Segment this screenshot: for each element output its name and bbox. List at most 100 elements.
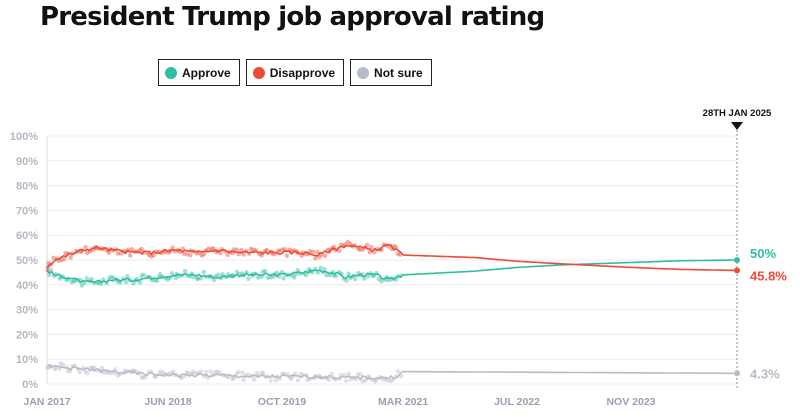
data-point-not-sure bbox=[217, 370, 222, 375]
data-point-not-sure bbox=[259, 370, 264, 375]
legend-swatch-not-sure bbox=[357, 66, 370, 79]
data-point-not-sure bbox=[65, 368, 71, 374]
data-point-approve bbox=[318, 265, 323, 270]
data-point-not-sure bbox=[372, 379, 378, 384]
data-point-disapprove bbox=[251, 247, 256, 252]
data-point-approve bbox=[123, 279, 129, 285]
data-point-approve bbox=[201, 269, 206, 275]
data-point-approve bbox=[271, 274, 276, 280]
data-point-not-sure bbox=[85, 371, 90, 376]
data-point-disapprove bbox=[307, 248, 313, 254]
end-point-approve bbox=[734, 257, 740, 263]
data-point-disapprove bbox=[310, 249, 316, 254]
data-point-not-sure bbox=[295, 378, 301, 383]
data-point-disapprove bbox=[199, 253, 204, 258]
data-point-approve bbox=[125, 274, 130, 279]
legend-label-approve: Approve bbox=[182, 65, 231, 80]
data-point-approve bbox=[79, 283, 85, 288]
data-point-disapprove bbox=[51, 255, 56, 261]
data-point-not-sure bbox=[60, 362, 66, 367]
data-point-not-sure bbox=[45, 365, 50, 370]
end-point-not-sure bbox=[734, 370, 740, 377]
data-point-disapprove bbox=[106, 250, 112, 256]
data-point-not-sure bbox=[90, 365, 95, 371]
data-point-disapprove bbox=[83, 244, 88, 250]
x-tick-label: OCT 2019 bbox=[258, 396, 307, 408]
data-point-disapprove bbox=[395, 251, 400, 257]
data-point-not-sure bbox=[215, 369, 220, 375]
data-point-not-sure bbox=[171, 369, 176, 374]
series-disapprove bbox=[45, 239, 740, 274]
data-point-disapprove bbox=[322, 253, 328, 258]
data-point-approve bbox=[344, 278, 349, 283]
end-label-not-sure: 4.3% bbox=[750, 366, 780, 381]
x-tick-label: MAR 2021 bbox=[378, 396, 428, 408]
y-tick-label: 20% bbox=[16, 329, 38, 341]
data-point-not-sure bbox=[52, 367, 58, 372]
data-point-disapprove bbox=[129, 246, 135, 252]
data-point-not-sure bbox=[363, 378, 368, 383]
legend-label-not-sure: Not sure bbox=[374, 65, 423, 80]
data-point-disapprove bbox=[211, 246, 216, 251]
data-point-not-sure bbox=[208, 369, 213, 374]
series-not-sure bbox=[45, 361, 740, 384]
series-line-approve bbox=[46, 259, 737, 284]
data-point-approve bbox=[379, 279, 384, 284]
data-point-not-sure bbox=[399, 374, 404, 379]
data-point-not-sure bbox=[388, 378, 394, 384]
data-point-not-sure bbox=[382, 377, 387, 383]
data-point-disapprove bbox=[225, 252, 230, 257]
data-point-not-sure bbox=[298, 371, 304, 377]
data-point-disapprove bbox=[234, 247, 240, 252]
legend-item-disapprove[interactable]: Disapprove bbox=[245, 59, 345, 86]
data-point-disapprove bbox=[338, 242, 344, 247]
legend-item-not-sure[interactable]: Not sure bbox=[350, 59, 432, 86]
legend-swatch-approve bbox=[165, 66, 177, 79]
series-lines bbox=[45, 239, 740, 384]
data-point-disapprove bbox=[313, 255, 318, 261]
series-approve bbox=[45, 257, 740, 288]
legend-item-approve[interactable]: Approve bbox=[158, 59, 240, 86]
data-point-not-sure bbox=[343, 378, 349, 383]
marker-arrow-icon bbox=[731, 122, 743, 130]
data-point-approve bbox=[57, 276, 62, 281]
data-point-disapprove bbox=[365, 242, 370, 248]
data-point-approve bbox=[71, 279, 76, 284]
x-tick-label: JAN 2017 bbox=[23, 396, 70, 408]
data-point-not-sure bbox=[329, 371, 335, 377]
series-line-disapprove bbox=[46, 243, 737, 272]
data-point-not-sure bbox=[261, 371, 266, 376]
data-point-disapprove bbox=[264, 247, 270, 253]
data-point-disapprove bbox=[393, 245, 399, 250]
data-point-disapprove bbox=[139, 246, 144, 252]
data-point-disapprove bbox=[180, 246, 185, 251]
y-tick-label: 90% bbox=[16, 156, 38, 168]
data-point-disapprove bbox=[241, 252, 246, 257]
data-point-disapprove bbox=[248, 246, 254, 252]
y-axis-ticks: 0% 10% 20% 30% 40% 50% 60% 70% 80% 90% 100% bbox=[10, 131, 38, 391]
end-point-disapprove bbox=[734, 267, 740, 274]
data-point-not-sure bbox=[212, 369, 218, 375]
data-point-approve bbox=[195, 276, 201, 282]
data-point-disapprove bbox=[201, 252, 207, 257]
data-point-not-sure bbox=[198, 369, 203, 374]
data-point-not-sure bbox=[88, 365, 93, 370]
data-point-approve bbox=[165, 277, 170, 282]
data-point-not-sure bbox=[99, 366, 105, 371]
y-tick-label: 70% bbox=[16, 205, 38, 217]
data-point-approve bbox=[195, 276, 200, 281]
y-tick-label: 80% bbox=[16, 181, 38, 193]
data-point-approve bbox=[215, 272, 221, 277]
legend: Approve Disapprove Not sure bbox=[158, 59, 432, 86]
data-point-not-sure bbox=[395, 369, 401, 374]
data-point-not-sure bbox=[58, 361, 63, 366]
data-point-not-sure bbox=[230, 376, 235, 382]
data-point-disapprove bbox=[239, 247, 244, 253]
data-point-approve bbox=[376, 276, 381, 282]
end-label-approve: 50% bbox=[750, 246, 776, 261]
data-point-not-sure bbox=[141, 375, 146, 381]
gridlines bbox=[46, 135, 737, 385]
data-point-disapprove bbox=[118, 251, 124, 256]
data-point-not-sure bbox=[82, 369, 88, 374]
data-point-disapprove bbox=[184, 252, 190, 257]
